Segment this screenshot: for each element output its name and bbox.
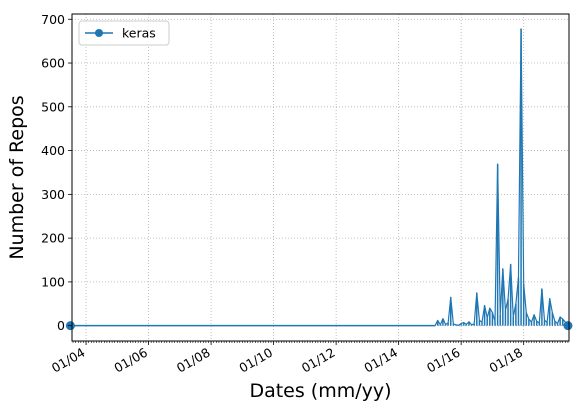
data-point-marker: [563, 321, 573, 331]
y-tick-label: 100: [41, 274, 65, 289]
x-tick-label: 01/14: [361, 345, 400, 376]
x-tick-label: 01/12: [299, 345, 338, 376]
y-tick-label: 200: [41, 231, 65, 246]
x-tick-label: 01/10: [236, 345, 275, 376]
axis-ticks: 0 100 200 300 400 500 600 700 01/04 01/06 01/08 01/…: [41, 12, 569, 376]
legend-marker-keras: [95, 29, 103, 37]
legend-box: [78, 20, 170, 46]
grid-lines: [72, 14, 569, 341]
legend: keras: [78, 20, 170, 46]
y-tick-label: 400: [41, 143, 65, 158]
y-tick-label: 600: [41, 56, 65, 71]
plot-frame: [71, 13, 570, 342]
series-line-keras: [434, 28, 569, 327]
x-axis-title: Dates (mm/yy): [249, 380, 391, 402]
x-tick-label: 01/06: [111, 345, 150, 376]
y-axis-title: Number of Repos: [6, 95, 28, 259]
y-tick-label: 300: [41, 187, 65, 202]
y-tick-label: 0: [57, 318, 65, 333]
y-tick-label: 500: [41, 99, 65, 114]
x-tick-label: 01/04: [49, 345, 88, 376]
x-tick-label: 01/08: [174, 345, 213, 376]
series-lines: [65, 28, 573, 331]
y-tick-label: 700: [41, 12, 65, 27]
x-tick-label: 01/16: [424, 345, 463, 376]
x-tick-label: 01/18: [486, 345, 525, 376]
legend-label-keras: keras: [122, 26, 156, 41]
